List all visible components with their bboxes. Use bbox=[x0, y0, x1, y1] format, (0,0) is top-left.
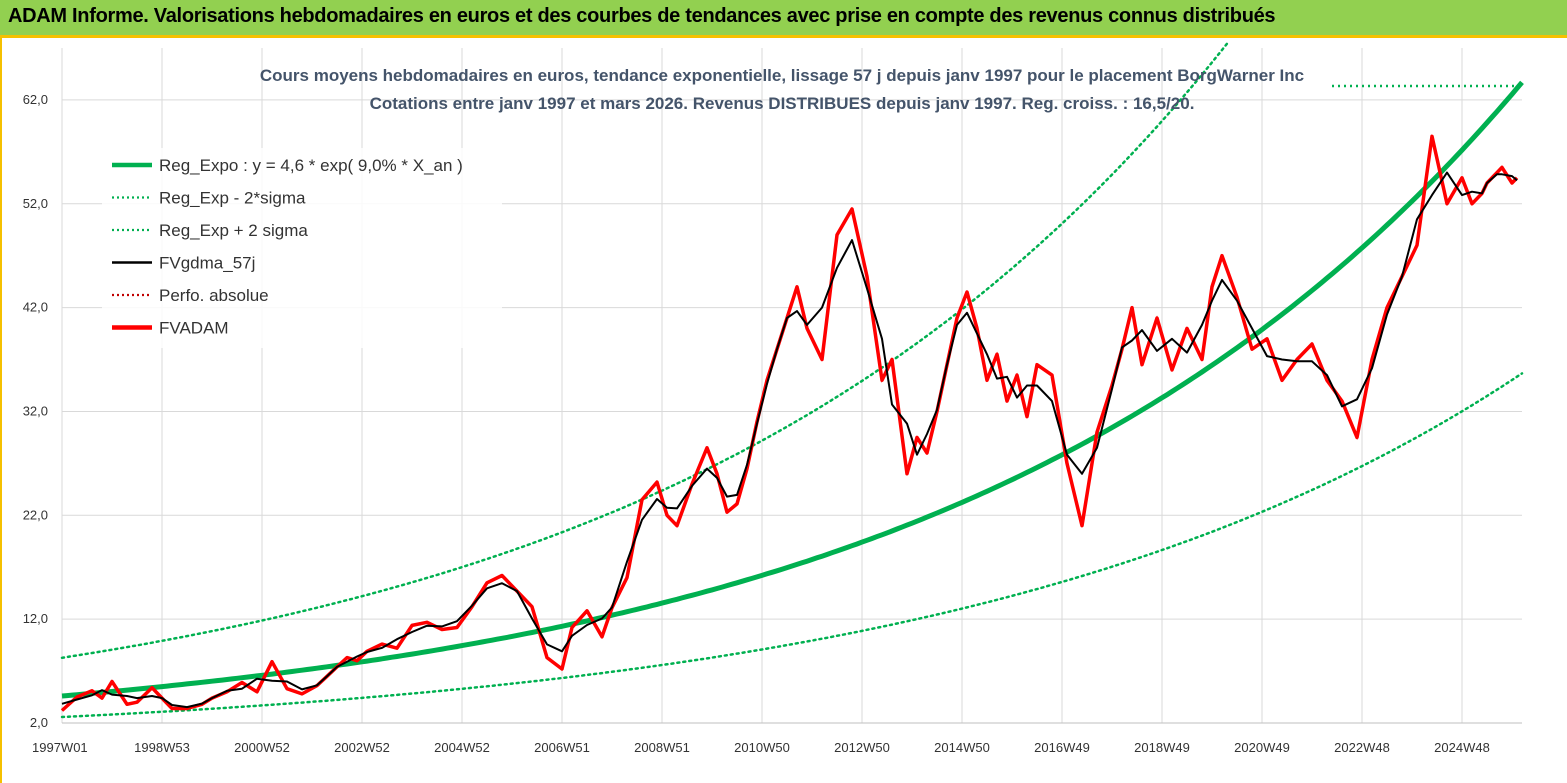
legend-label: FVADAM bbox=[159, 319, 229, 338]
x-tick-label: 2016W49 bbox=[1034, 740, 1090, 755]
series-reg-exp-minus-2sigma bbox=[60, 372, 1524, 719]
x-tick-label: 2024W48 bbox=[1434, 740, 1490, 755]
x-tick-label: 2010W50 bbox=[734, 740, 790, 755]
x-tick-label: 2014W50 bbox=[934, 740, 990, 755]
legend-label: Reg_Exp - 2*sigma bbox=[159, 189, 306, 208]
x-tick-label: 2000W52 bbox=[234, 740, 290, 755]
chart-legend: Reg_Expo : y = 4,6 * exp( 9,0% * X_an ) R… bbox=[102, 148, 502, 348]
x-tick-label: 2008W51 bbox=[634, 740, 690, 755]
x-tick-label: 1998W53 bbox=[134, 740, 190, 755]
chart-title-line1: Cours moyens hebdomadaires en euros, ten… bbox=[260, 66, 1304, 85]
y-tick-label: 62,0 bbox=[23, 92, 48, 107]
x-tick-label: 1997W01 bbox=[32, 740, 88, 755]
line-chart: 2,0 12,0 22,0 32,0 42,0 52,0 62,0 1997W01 1998W… bbox=[2, 38, 1565, 783]
y-tick-label: 12,0 bbox=[23, 611, 48, 626]
report-title: ADAM Informe. Valorisations hebdomadaire… bbox=[8, 5, 1276, 27]
y-tick-label: 52,0 bbox=[23, 196, 48, 211]
x-axis-ticks: 1997W01 1998W53 2000W52 2002W52 2004W52 2006W… bbox=[32, 740, 1490, 755]
x-tick-label: 2012W50 bbox=[834, 740, 890, 755]
y-axis-ticks: 2,0 12,0 22,0 32,0 42,0 52,0 62,0 bbox=[23, 92, 48, 730]
series-reg-expo bbox=[61, 80, 1524, 699]
legend-label: FVgdma_57j bbox=[159, 254, 255, 273]
y-tick-label: 42,0 bbox=[23, 300, 48, 315]
y-tick-label: 2,0 bbox=[30, 715, 48, 730]
legend-label: Perfo. absolue bbox=[159, 286, 269, 305]
x-tick-label: 2018W49 bbox=[1134, 740, 1190, 755]
chart-title-line2: Cotations entre janv 1997 et mars 2026. … bbox=[370, 94, 1195, 113]
x-tick-label: 2002W52 bbox=[334, 740, 390, 755]
report-header: ADAM Informe. Valorisations hebdomadaire… bbox=[0, 0, 1567, 38]
x-tick-label: 2020W49 bbox=[1234, 740, 1290, 755]
chart-series bbox=[60, 42, 1524, 719]
legend-label: Reg_Expo : y = 4,6 * exp( 9,0% * X_an ) bbox=[159, 156, 463, 175]
x-tick-label: 2022W48 bbox=[1334, 740, 1390, 755]
y-tick-label: 22,0 bbox=[23, 507, 48, 522]
y-tick-label: 32,0 bbox=[23, 403, 48, 418]
x-tick-label: 2004W52 bbox=[434, 740, 490, 755]
legend-label: Reg_Exp + 2 sigma bbox=[159, 221, 308, 240]
series-fvgdma-57j bbox=[61, 171, 1518, 709]
x-tick-label: 2006W51 bbox=[534, 740, 590, 755]
chart-area: 2,0 12,0 22,0 32,0 42,0 52,0 62,0 1997W01 1998W… bbox=[0, 38, 1567, 783]
legend-background bbox=[102, 148, 502, 348]
